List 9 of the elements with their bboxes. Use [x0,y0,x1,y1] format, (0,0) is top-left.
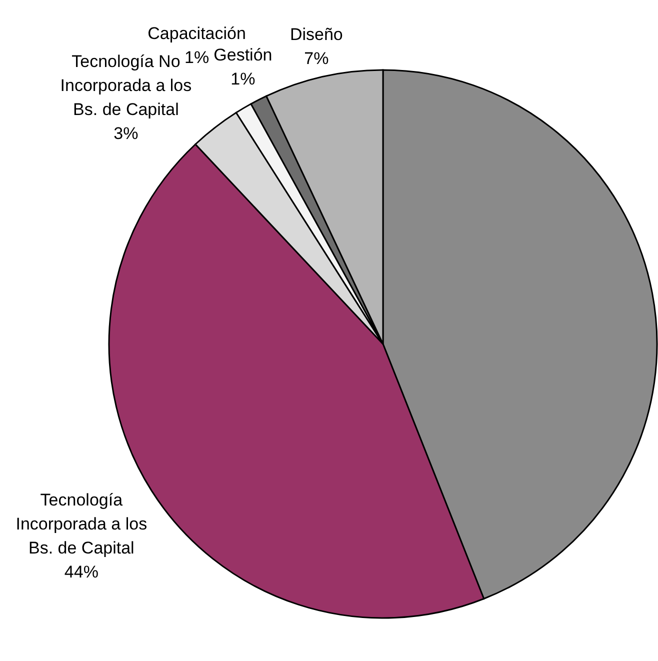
slice-label: Diseño [290,24,343,44]
data-label: 3% [114,123,138,142]
slice-label: Tecnología Incorporada a los Bs. de Capital [16,490,148,557]
data-label: 1% [184,47,210,66]
data-label: 1% [230,69,256,88]
slice-label: Gestión [214,45,272,64]
data-label: 44% [64,562,98,581]
data-label: 7% [304,48,329,68]
slice-label: Capacitación [148,23,246,42]
